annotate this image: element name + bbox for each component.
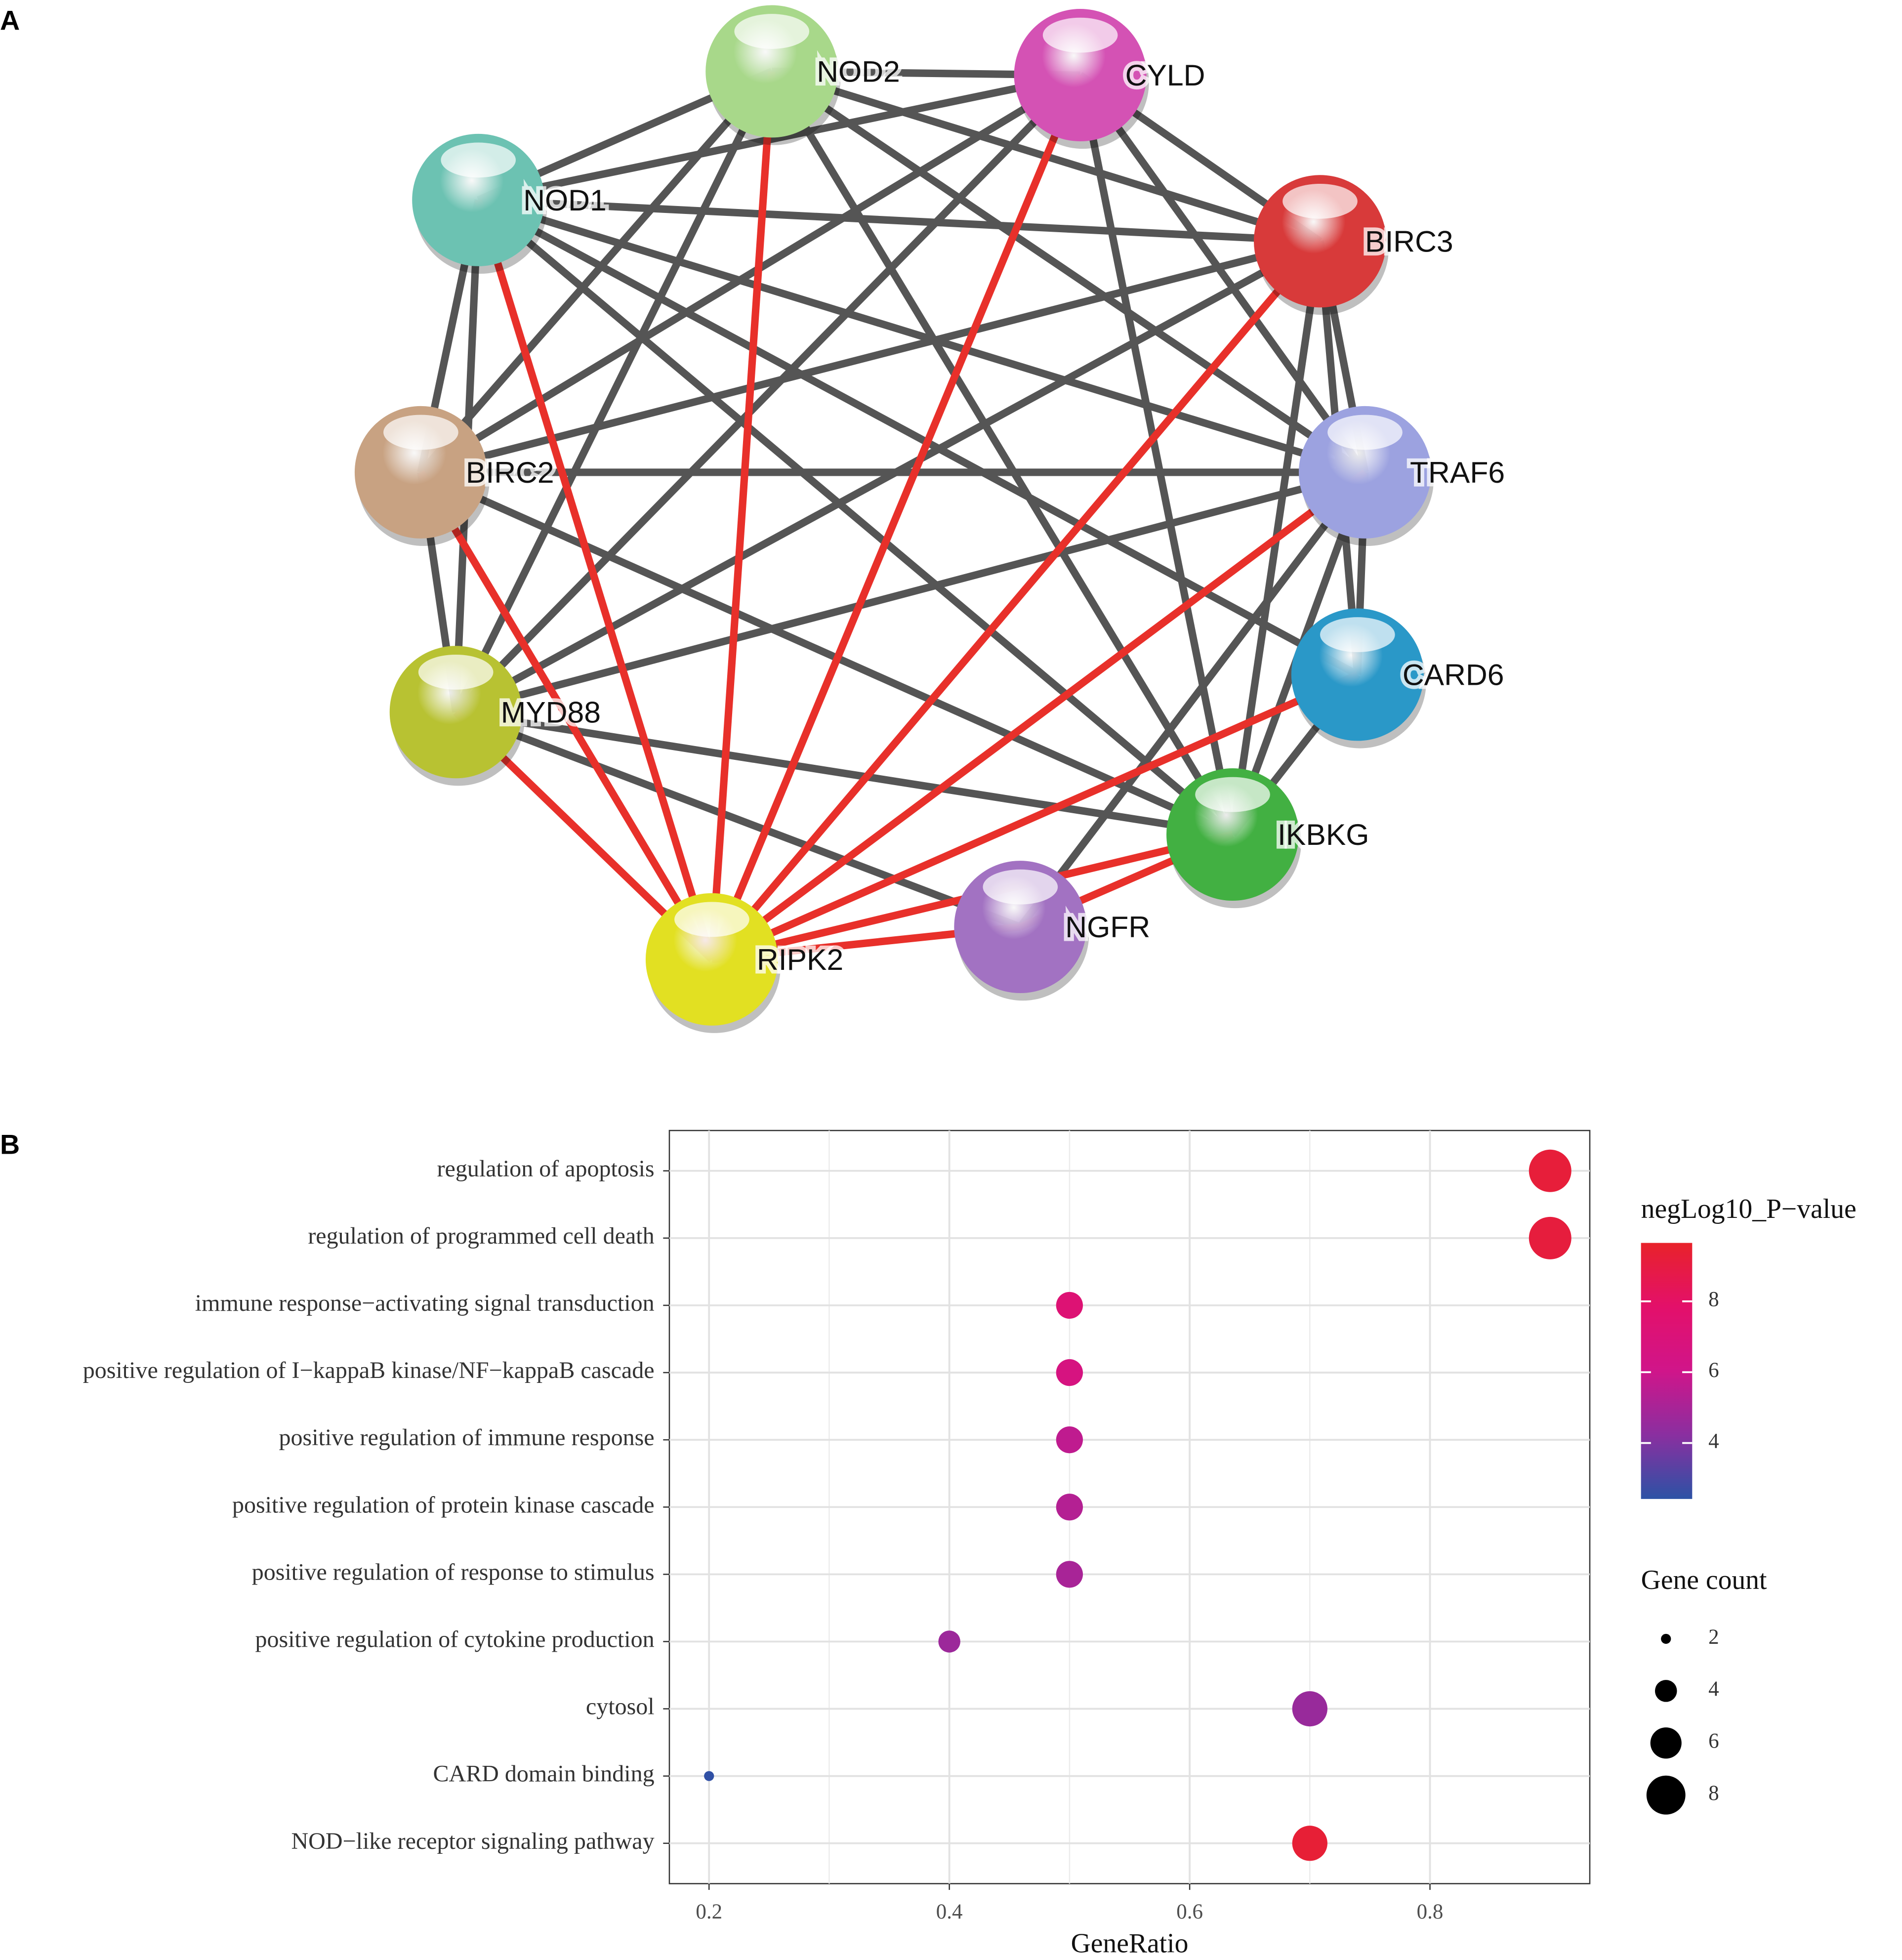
size-legend: Gene count 2 4 6 8 [1641,1565,1767,1815]
edge [474,199,716,961]
edge [1077,73,1368,475]
y-tick-label: positive regulation of protein kinase ca… [232,1492,655,1518]
y-tick-label: cytosol [586,1694,655,1720]
colorbar-tick-label: 6 [1708,1359,1719,1382]
node-highlight [734,14,810,49]
edge [418,72,1082,476]
edge [453,72,1083,715]
dot [1056,1494,1083,1521]
node-label: CARD6 [1403,658,1504,692]
y-tick-label: positive regulation of cytokine producti… [255,1626,655,1652]
node-highlight [674,902,749,937]
dot [1292,1826,1327,1861]
x-tick-label: 0.2 [696,1900,722,1923]
dot [1056,1292,1083,1319]
node-label: TRAF6 [1410,456,1505,489]
panel-label: B [0,1129,20,1160]
size-key-label: 4 [1708,1677,1719,1701]
edge [478,196,1321,245]
edge [709,239,1323,962]
dot [1529,1149,1571,1192]
size-key [1646,1775,1686,1815]
edge [455,468,1366,716]
colorbar-tick-label: 8 [1708,1288,1719,1311]
node-highlight [383,415,458,450]
edge [769,68,1367,476]
node-label: BIRC2 [466,456,554,489]
node-highlight [1282,183,1358,219]
x-tick-label: 0.4 [936,1900,963,1923]
size-key [1661,1633,1671,1644]
y-tick-label: regulation of apoptosis [437,1156,655,1182]
y-tick-label: immune response−activating signal transd… [195,1290,655,1316]
panel-label: A [0,5,20,36]
edge [477,71,1081,204]
x-axis-label: GeneRatio [1071,1928,1189,1959]
size-key [1654,1680,1677,1702]
dot [1056,1359,1083,1386]
edge [452,70,776,714]
y-tick-label: CARD domain binding [433,1761,654,1787]
node-highlight [1042,17,1118,53]
node-label: MYD88 [501,695,601,729]
colorbar-tick-label: 4 [1708,1429,1719,1453]
size-key-label: 2 [1708,1626,1719,1649]
legend-title: negLog10_P−value [1641,1194,1857,1224]
edge [418,69,775,475]
node-highlight [1195,777,1270,812]
dot [1056,1561,1083,1588]
edge [710,671,1359,963]
y-tick-label: positive regulation of immune response [279,1424,655,1451]
dot [1056,1426,1083,1454]
dot [704,1771,714,1781]
size-key-label: 6 [1708,1730,1719,1753]
size-key [1650,1727,1682,1759]
edge [419,468,1235,838]
edge [454,709,1022,931]
node-label: NOD1 [523,183,607,217]
node-highlight [1320,617,1395,652]
node-label: IKBKG [1278,818,1369,851]
node-highlight [1327,415,1403,450]
legend-title: Gene count [1641,1565,1767,1595]
edge [420,237,1321,476]
edge [417,470,715,961]
color-legend: negLog10_P−value 4 6 8 [1641,1194,1857,1499]
edge [476,197,1360,678]
dot [1529,1216,1571,1259]
x-tick-label: 0.6 [1176,1900,1203,1923]
edge [455,708,1234,838]
edge [708,74,1084,961]
dot-plot: 0.2 0.4 0.6 0.8 GeneRatio regulation of apopt… [83,1130,1590,1959]
edge [708,71,776,960]
edge [768,69,1236,836]
node-highlight [418,654,494,690]
edge [1076,74,1237,835]
node-label: BIRC3 [1365,224,1453,258]
node-label: NGFR [1065,910,1150,944]
edge [454,238,1322,715]
edge [476,197,1235,837]
node-label: CYLD [1125,58,1205,92]
dot [938,1630,960,1653]
y-tick-label: positive regulation of response to stimu… [252,1559,655,1585]
x-tick-label: 0.8 [1417,1900,1444,1923]
edge [1017,470,1368,929]
node-highlight [983,869,1058,905]
edge [709,469,1367,962]
network: NOD2 CYLD NOD1 BIRC3 BIRC2 TRAF6 CARD6 MYD88 IKB… [354,5,1509,1033]
y-tick-label: NOD−like receptor signaling pathway [291,1828,655,1854]
edge [477,196,1366,476]
colorbar [1641,1243,1693,1499]
dot [1292,1691,1327,1727]
y-tick-label: regulation of programmed cell death [308,1223,654,1249]
node-highlight [441,142,516,178]
node-label: RIPK2 [757,943,843,976]
node-label: NOD2 [817,55,900,88]
size-key-label: 8 [1708,1782,1719,1805]
y-tick-label: positive regulation of I−kappaB kinase/N… [83,1357,655,1383]
